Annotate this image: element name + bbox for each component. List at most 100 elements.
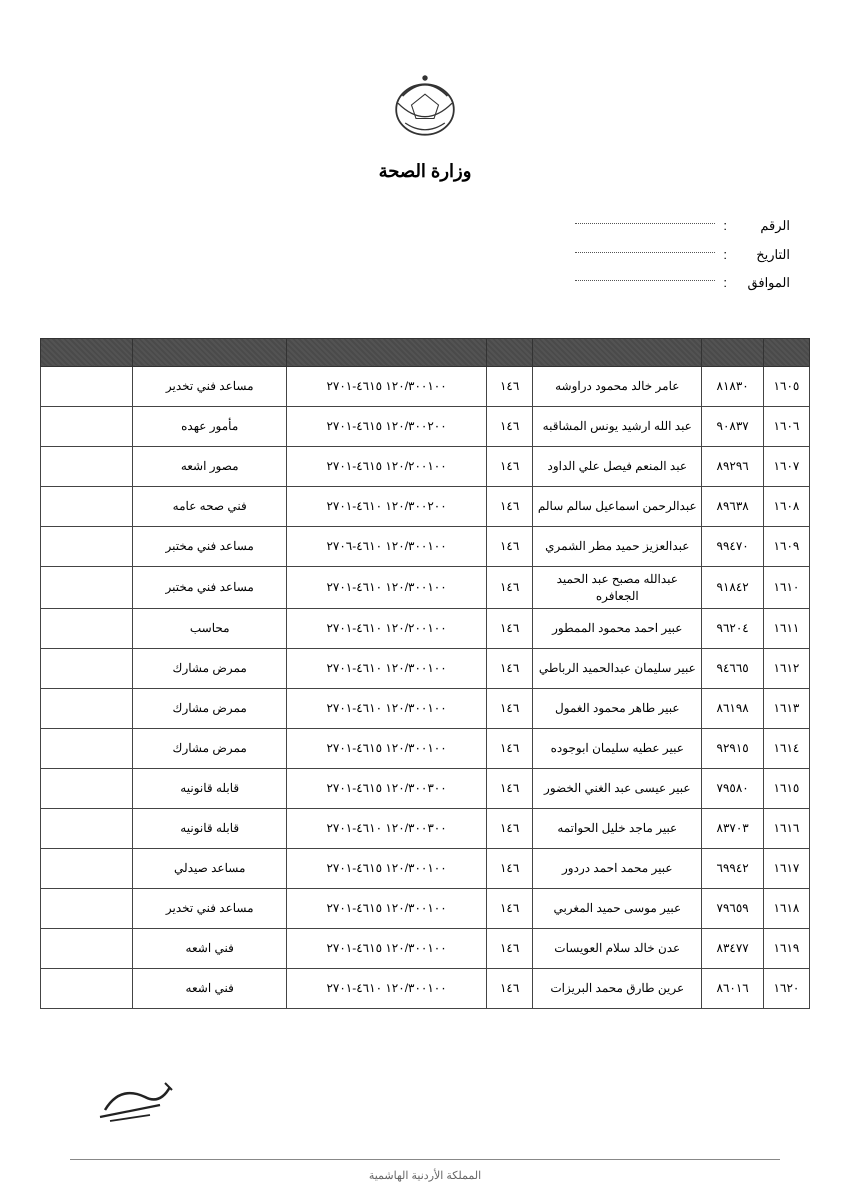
cell-ref: ١٢٠/٢٠٠١٠٠ ٤٦١٠-٢٧٠١ <box>287 609 487 649</box>
cell-extra <box>41 406 133 446</box>
cell-id: ٩٤٦٦٥ <box>702 649 764 689</box>
cell-code: ١٤٦ <box>487 526 533 566</box>
table-row: ١٦١١٩٦٢٠٤عبير احمد محمود الممطور١٤٦١٢٠/٢… <box>41 609 810 649</box>
cell-code: ١٤٦ <box>487 729 533 769</box>
cell-name: عبير احمد محمود الممطور <box>533 609 702 649</box>
cell-id: ٧٩٦٥٩ <box>702 889 764 929</box>
table-row: ١٦٠٩٩٩٤٧٠عبدالعزيز حميد مطر الشمري١٤٦١٢٠… <box>41 526 810 566</box>
col-header-job <box>133 338 287 366</box>
national-emblem-icon <box>380 60 470 155</box>
cell-code: ١٤٦ <box>487 366 533 406</box>
cell-ref: ١٢٠/٣٠٠١٠٠ ٤٦١٠-٢٧٠١ <box>287 566 487 609</box>
cell-extra <box>41 689 133 729</box>
cell-code: ١٤٦ <box>487 889 533 929</box>
cell-id: ٨٣٧٠٣ <box>702 809 764 849</box>
cell-id: ٩١٨٤٢ <box>702 566 764 609</box>
employee-table: ١٦٠٥٨١٨٣٠عامر خالد محمود دراوشه١٤٦١٢٠/٣٠… <box>40 338 810 1010</box>
table-row: ١٦١٧٦٩٩٤٢عبير محمد احمد دردور١٤٦١٢٠/٣٠٠١… <box>41 849 810 889</box>
cell-extra <box>41 609 133 649</box>
cell-seq: ١٦١٩ <box>763 929 809 969</box>
cell-ref: ١٢٠/٣٠٠٢٠٠ ٤٦١٥-٢٧٠١ <box>287 406 487 446</box>
cell-seq: ١٦٠٩ <box>763 526 809 566</box>
cell-ref: ١٢٠/٣٠٠١٠٠ ٤٦١٠-٢٧٠١ <box>287 689 487 729</box>
cell-ref: ١٢٠/٣٠٠٣٠٠ ٤٦١٠-٢٧٠١ <box>287 809 487 849</box>
table-row: ١٦٢٠٨٦٠١٦عرين طارق محمد البريزات١٤٦١٢٠/٣… <box>41 969 810 1009</box>
cell-name: عبير طاهر محمود الغمول <box>533 689 702 729</box>
footer-text: المملكة الأردنية الهاشمية <box>0 1169 850 1182</box>
meta-date: التاريخ : <box>40 241 790 270</box>
cell-ref: ١٢٠/٢٠٠١٠٠ ٤٦١٥-٢٧٠١ <box>287 446 487 486</box>
col-header-extra <box>41 338 133 366</box>
corresponds-value <box>575 269 715 281</box>
cell-name: عبير عيسى عبد الغني الخضور <box>533 769 702 809</box>
cell-name: عبدالعزيز حميد مطر الشمري <box>533 526 702 566</box>
cell-id: ٦٩٩٤٢ <box>702 849 764 889</box>
cell-job: ممرض مشارك <box>133 649 287 689</box>
table-row: ١٦٠٨٨٩٦٣٨عبدالرحمن اسماعيل سالم سالم١٤٦١… <box>41 486 810 526</box>
cell-name: عبير ماجد خليل الحواتمه <box>533 809 702 849</box>
cell-name: عبدالرحمن اسماعيل سالم سالم <box>533 486 702 526</box>
footer-divider <box>70 1159 780 1160</box>
cell-seq: ١٦١٥ <box>763 769 809 809</box>
table-row: ١٦١٣٨٦١٩٨عبير طاهر محمود الغمول١٤٦١٢٠/٣٠… <box>41 689 810 729</box>
cell-job: مساعد فني تخدير <box>133 889 287 929</box>
cell-seq: ١٦١٨ <box>763 889 809 929</box>
cell-job: ممرض مشارك <box>133 729 287 769</box>
cell-code: ١٤٦ <box>487 609 533 649</box>
cell-code: ١٤٦ <box>487 969 533 1009</box>
table-row: ١٦١٨٧٩٦٥٩عبير موسى حميد المغربي١٤٦١٢٠/٣٠… <box>41 889 810 929</box>
cell-seq: ١٦١٣ <box>763 689 809 729</box>
cell-seq: ١٦١٢ <box>763 649 809 689</box>
cell-name: عبد الله ارشيد يونس المشاقبه <box>533 406 702 446</box>
cell-id: ٨٩٦٣٨ <box>702 486 764 526</box>
cell-name: عبدالله مصبح عبد الحميد الجعافره <box>533 566 702 609</box>
meta-number: الرقم : <box>40 212 790 241</box>
cell-id: ٧٩٥٨٠ <box>702 769 764 809</box>
cell-seq: ١٦٠٦ <box>763 406 809 446</box>
cell-id: ٩٠٨٣٧ <box>702 406 764 446</box>
cell-seq: ١٦٠٥ <box>763 366 809 406</box>
cell-extra <box>41 486 133 526</box>
cell-job: مأمور عهده <box>133 406 287 446</box>
signature-icon <box>90 1075 180 1130</box>
cell-ref: ١٢٠/٣٠٠١٠٠ ٤٦١٠-٢٧٠٦ <box>287 526 487 566</box>
cell-extra <box>41 849 133 889</box>
table-row: ١٦١٥٧٩٥٨٠عبير عيسى عبد الغني الخضور١٤٦١٢… <box>41 769 810 809</box>
cell-code: ١٤٦ <box>487 406 533 446</box>
cell-seq: ١٦١٠ <box>763 566 809 609</box>
cell-extra <box>41 729 133 769</box>
ministry-name: وزارة الصحة <box>40 161 810 182</box>
date-label: التاريخ <box>735 241 790 270</box>
cell-code: ١٤٦ <box>487 849 533 889</box>
cell-extra <box>41 649 133 689</box>
cell-extra <box>41 889 133 929</box>
col-header-id <box>702 338 764 366</box>
table-row: ١٦٠٦٩٠٨٣٧عبد الله ارشيد يونس المشاقبه١٤٦… <box>41 406 810 446</box>
col-header-code <box>487 338 533 366</box>
cell-job: مساعد فني مختبر <box>133 566 287 609</box>
letterhead: وزارة الصحة <box>40 60 810 182</box>
date-value <box>575 241 715 253</box>
cell-code: ١٤٦ <box>487 769 533 809</box>
cell-id: ٨١٨٣٠ <box>702 366 764 406</box>
cell-seq: ١٦٢٠ <box>763 969 809 1009</box>
cell-code: ١٤٦ <box>487 689 533 729</box>
document-meta: الرقم : التاريخ : الموافق : <box>40 212 790 298</box>
cell-id: ٩٩٤٧٠ <box>702 526 764 566</box>
corresponds-label: الموافق <box>735 269 790 298</box>
number-label: الرقم <box>735 212 790 241</box>
cell-job: مساعد فني تخدير <box>133 366 287 406</box>
cell-seq: ١٦١٤ <box>763 729 809 769</box>
cell-job: ممرض مشارك <box>133 689 287 729</box>
cell-seq: ١٦١٦ <box>763 809 809 849</box>
table-row: ١٦٠٧٨٩٢٩٦عبد المنعم فيصل علي الداود١٤٦١٢… <box>41 446 810 486</box>
cell-id: ٩٢٩١٥ <box>702 729 764 769</box>
cell-id: ٩٦٢٠٤ <box>702 609 764 649</box>
cell-ref: ١٢٠/٣٠٠٣٠٠ ٤٦١٥-٢٧٠١ <box>287 769 487 809</box>
cell-ref: ١٢٠/٣٠٠١٠٠ ٤٦١٠-٢٧٠١ <box>287 649 487 689</box>
cell-job: محاسب <box>133 609 287 649</box>
table-header-row <box>41 338 810 366</box>
cell-id: ٨٣٤٧٧ <box>702 929 764 969</box>
cell-job: فني صحه عامه <box>133 486 287 526</box>
cell-code: ١٤٦ <box>487 566 533 609</box>
